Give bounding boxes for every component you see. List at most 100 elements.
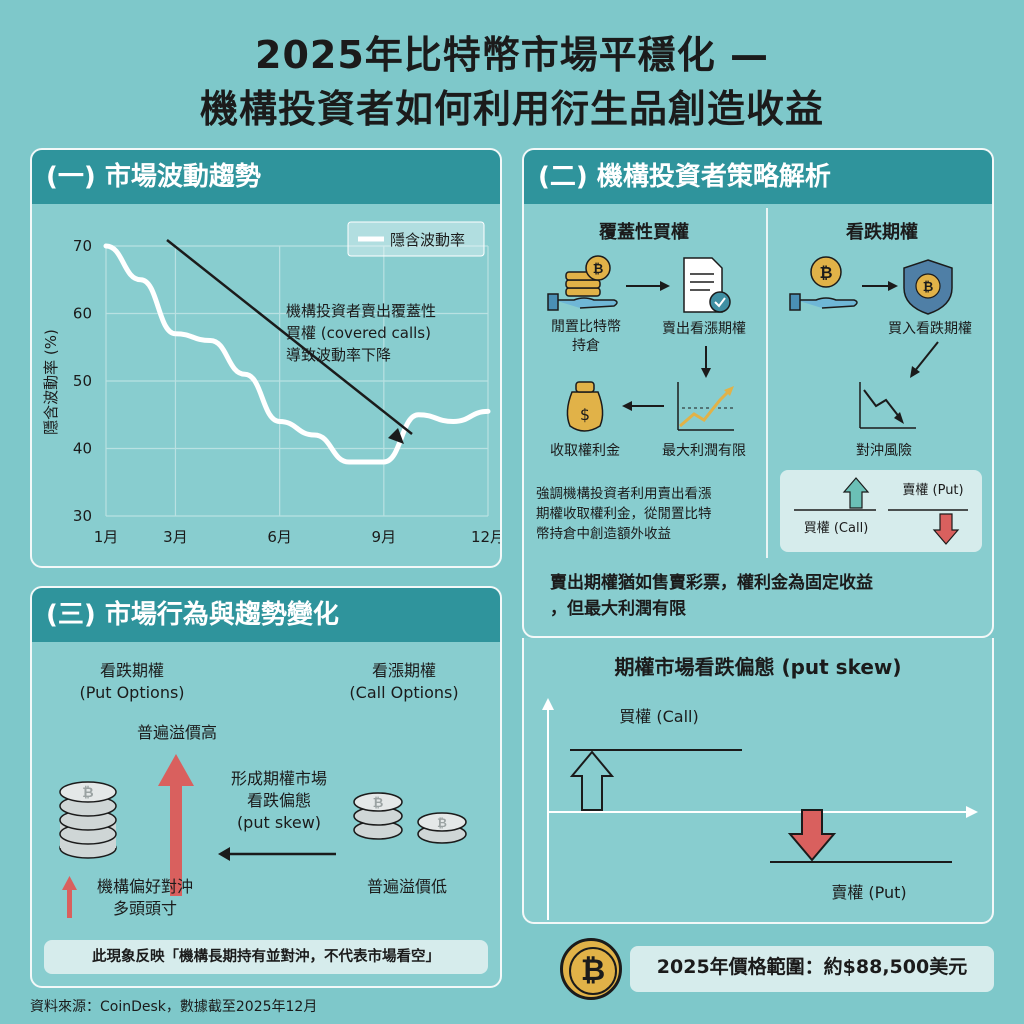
panel-strategy-header: (二) 機構投資者策略解析	[524, 150, 992, 204]
svg-text:₿: ₿	[82, 785, 93, 801]
call-options-title-line-1: 看漲期權	[371, 661, 436, 680]
small-coin-stack-icon: ₿ ₿	[353, 792, 467, 844]
svg-text:₿: ₿	[373, 796, 384, 811]
y-tick-label: 30	[73, 507, 92, 525]
label-idle-holding-line-1: 閒置比特幣	[551, 319, 621, 335]
y-tick-label: 60	[73, 305, 92, 323]
covered-call-title: 覆蓋性買權	[599, 222, 689, 243]
chart-y-axis-label: 隱含波動率 (%)	[42, 329, 60, 435]
y-tick-label: 40	[73, 440, 92, 458]
y-tick-label: 70	[73, 237, 92, 255]
annotation-line-2: 買權 (covered calls)	[286, 324, 431, 342]
skew-label: 形成期權市場 看跌偏態 (put skew)	[208, 768, 350, 834]
strategy-divider	[766, 208, 768, 558]
hedge-preference-label: 機構偏好對沖 多頭頭寸	[80, 876, 210, 920]
covered-call-note: 強調機構投資者利用賣出看漲 期權收取權利金，從閒置比特 幣持倉中創造額外收益	[536, 484, 764, 544]
svg-text:₿: ₿	[819, 263, 832, 282]
panel-strategy-analysis: (二) 機構投資者策略解析 覆蓋性買權 ₿	[522, 148, 994, 638]
svg-text:$: $	[580, 405, 590, 424]
limited-profit-chart-icon	[677, 382, 736, 431]
trend-arrow	[166, 239, 413, 435]
annotation-line-1: 機構投資者賣出覆蓋性	[286, 302, 437, 320]
put-diagram: ₿ ₿	[789, 256, 953, 429]
x-tick-label: 3月	[163, 528, 188, 546]
high-premium-label: 普遍溢價高	[136, 723, 217, 742]
note-line-1: 強調機構投資者利用賣出看漲	[536, 486, 712, 502]
label-collect-premium: 收取權利金	[550, 443, 620, 459]
mini-up-arrow	[842, 477, 870, 509]
note-line-2: 期權收取權利金，從閒置比特	[536, 506, 712, 522]
strategy-summary: 賣出期權猶如售賣彩票，權利金為固定收益 ，但最大利潤有限	[550, 570, 990, 622]
legend-box	[347, 221, 485, 257]
shield-bitcoin-icon: ₿	[903, 259, 953, 315]
mini-put-label: 賣權 (Put)	[902, 483, 964, 498]
mini-down-arrow	[932, 513, 960, 545]
document-check-icon	[683, 257, 731, 313]
arrow-hold-to-sell-head	[660, 281, 670, 291]
call-put-mini-diagram	[794, 477, 968, 545]
money-bag-icon: $	[566, 381, 604, 432]
low-premium-label: 普遍溢價低	[366, 877, 447, 896]
hedge-chart-down-icon	[859, 382, 916, 429]
high-premium-up-arrow	[158, 754, 194, 896]
put-options-title: 看跌期權 (Put Options)	[52, 660, 212, 704]
skew-call-label: 買權 (Call)	[619, 707, 699, 726]
title-line-1: 2025年比特幣市場平穩化 —	[255, 33, 769, 77]
put-title: 看跌期權	[846, 222, 918, 243]
arrow-sell-to-profit-head	[701, 368, 711, 378]
arrow-to-put-head	[888, 281, 898, 291]
page-title: 2025年比特幣市場平穩化 — 機構投資者如何利用衍生品創造收益	[0, 28, 1024, 136]
hedge-small-up-arrow	[62, 876, 77, 918]
call-put-mini-box: 買權 (Call) 賣權 (Put)	[780, 470, 982, 552]
hedge-preference-line-1: 機構偏好對沖	[96, 877, 193, 896]
svg-text:₿: ₿	[923, 280, 934, 295]
panel-put-skew: 期權市場看跌偏態 (put skew) 買權 (Call) 賣權 (Put)	[522, 638, 994, 924]
arrow-put-to-hedge	[913, 341, 939, 373]
bitcoin-hand-icon: ₿	[789, 256, 858, 311]
x-tick-label: 1月	[94, 528, 119, 546]
large-coin-stack-icon: ₿	[59, 781, 117, 859]
conclusion-box: 此現象反映「機構長期持有並對沖，不代表市場看空」	[44, 940, 488, 974]
svg-text:₿: ₿	[437, 816, 447, 830]
annotation-line-3: 導致波動率下降	[286, 346, 392, 364]
behavior-diagram: ₿ ₿ ₿	[59, 754, 467, 918]
legend-label: 隱含波動率	[390, 231, 465, 249]
label-limited-profit: 最大利潤有限	[662, 443, 746, 459]
arrow-put-to-hedge-head	[910, 366, 920, 378]
panel-volatility-header: (一) 市場波動趨勢	[32, 150, 500, 204]
series-line-implied-volatility	[103, 243, 491, 465]
skew-put-label: 賣權 (Put)	[831, 883, 907, 902]
put-options-title-line-2: (Put Options)	[79, 683, 185, 702]
label-hedge-risk: 對沖風險	[856, 443, 912, 459]
conclusion-text: 此現象反映「機構長期持有並對沖，不代表市場看空」	[92, 949, 440, 965]
call-options-title-line-2: (Call Options)	[349, 683, 459, 702]
skew-arrow-head	[218, 847, 230, 861]
put-skew-diagram	[542, 698, 978, 920]
bitcoin-price-icon: ₿	[560, 938, 622, 1000]
skew-x-axis-head	[966, 806, 978, 818]
price-range-text: 2025年價格範圍：約$88,500美元	[656, 956, 968, 978]
note-line-3: 幣持倉中創造額外收益	[536, 526, 671, 542]
chart-annotation: 機構投資者賣出覆蓋性 買權 (covered calls) 導致波動率下降	[286, 300, 476, 366]
panel-behavior-header: (三) 市場行為與趨勢變化	[32, 588, 500, 642]
mini-call-label: 買權 (Call)	[803, 521, 869, 536]
label-buy-put: 買入看跌期權	[888, 321, 972, 337]
x-tick-label: 6月	[267, 528, 292, 546]
panel-market-behavior: (三) 市場行為與趨勢變化 看跌期權 (Put Options) 看漲期權 (C…	[30, 586, 502, 988]
label-sell-call: 賣出看漲期權	[662, 321, 746, 337]
hedge-preference-line-2: 多頭頭寸	[112, 899, 177, 918]
skew-put-down-arrow	[787, 809, 837, 862]
x-tick-label: 12月	[471, 528, 500, 546]
y-tick-label: 50	[73, 372, 92, 390]
title-line-2: 機構投資者如何利用衍生品創造收益	[199, 87, 824, 131]
put-options-title-line-1: 看跌期權	[99, 661, 164, 680]
label-idle-holding-line-2: 持倉	[572, 338, 600, 354]
skew-y-axis-head	[542, 698, 554, 710]
skew-label-line-1: 形成期權市場	[230, 769, 327, 788]
svg-text:₿: ₿	[593, 262, 604, 277]
price-range-box: 2025年價格範圍：約$88,500美元	[630, 946, 994, 992]
x-tick-label: 9月	[372, 528, 397, 546]
call-options-title: 看漲期權 (Call Options)	[324, 660, 484, 704]
label-idle-holding: 閒置比特幣 持倉	[534, 318, 638, 356]
